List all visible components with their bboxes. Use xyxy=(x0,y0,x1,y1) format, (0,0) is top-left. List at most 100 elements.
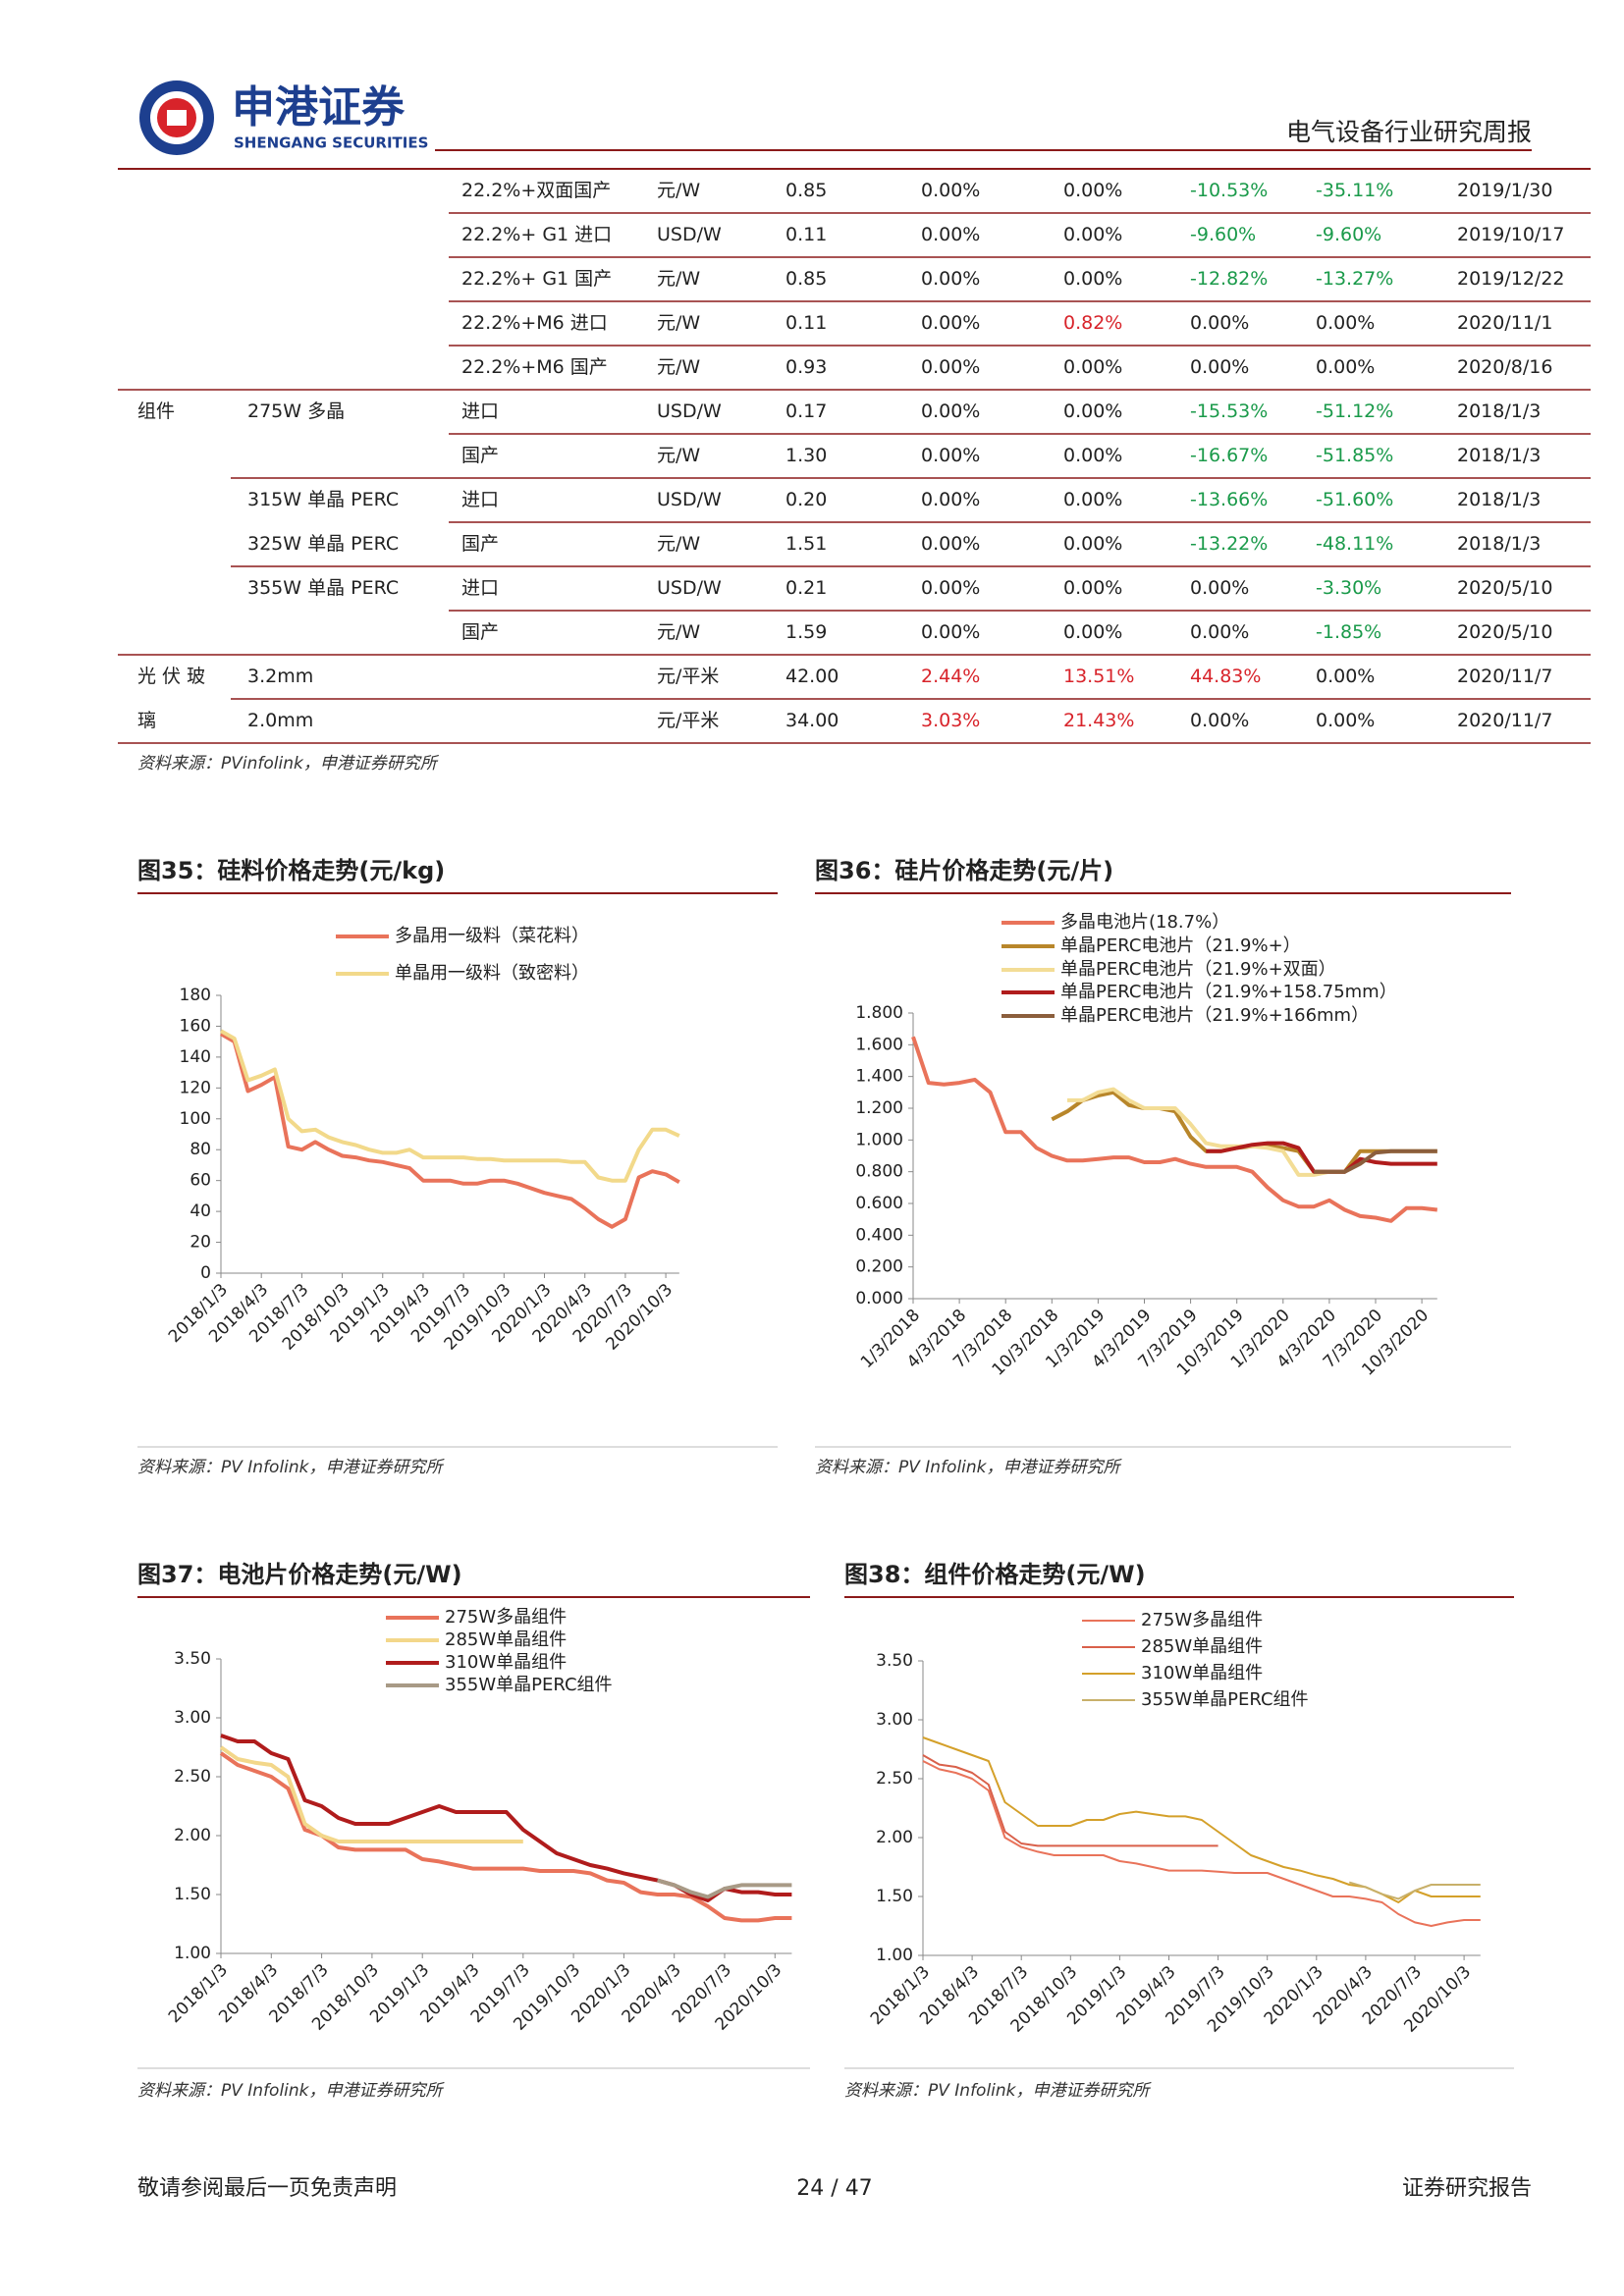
table-cell: 0.00% xyxy=(921,445,980,466)
series-line xyxy=(922,1760,1481,1927)
table-cell: 2.0mm xyxy=(247,710,313,731)
table-cell: 元/W xyxy=(657,445,700,466)
chart-source: 资料来源：PV Infolink，申港证券研究所 xyxy=(844,2081,1153,2101)
legend-label: 355W单晶PERC组件 xyxy=(445,1675,613,1695)
table-cell: 0.00% xyxy=(1316,666,1375,687)
table-cell: 0.00% xyxy=(1190,356,1249,378)
y-tick-label: 0.800 xyxy=(855,1162,903,1182)
chart-title: 图37：电池片价格走势(元/W) xyxy=(137,1561,462,1588)
series-line xyxy=(220,1032,680,1229)
series-line xyxy=(219,1745,523,1843)
y-tick-label: 3.00 xyxy=(876,1710,913,1730)
y-tick-label: 60 xyxy=(189,1171,211,1191)
table-cell: 2020/5/10 xyxy=(1457,621,1552,643)
table-cell: -51.12% xyxy=(1316,400,1393,422)
table-cell: -13.22% xyxy=(1190,533,1268,555)
table-cell: 0.00% xyxy=(1063,268,1122,290)
y-tick-label: 2.50 xyxy=(876,1769,913,1789)
table-cell: 0.00% xyxy=(1063,533,1122,555)
table-cell: 元/平米 xyxy=(657,666,719,687)
table-cell: 0.00% xyxy=(1190,621,1249,643)
table-cell: 进口 xyxy=(461,577,499,599)
legend-label: 310W单晶组件 xyxy=(1141,1663,1263,1683)
legend-label: 285W单晶组件 xyxy=(1141,1636,1263,1657)
table-cell: -13.66% xyxy=(1190,489,1268,510)
series-line xyxy=(657,1878,792,1899)
y-tick-label: 80 xyxy=(189,1140,211,1159)
y-tick-label: 1.50 xyxy=(876,1887,913,1906)
y-tick-label: 40 xyxy=(189,1201,211,1221)
table-source: 资料来源：PVinfolink，申港证券研究所 xyxy=(137,754,440,774)
table-cell: -48.11% xyxy=(1316,533,1393,555)
table-cell: 0.00% xyxy=(1316,312,1375,334)
table-cell: 0.00% xyxy=(921,533,980,555)
table-cell: 0.00% xyxy=(921,356,980,378)
table-cell: 组件 xyxy=(137,400,175,422)
table-cell: 0.00% xyxy=(1316,710,1375,731)
y-tick-label: 1.200 xyxy=(855,1098,903,1118)
table-cell: 2020/8/16 xyxy=(1457,356,1552,378)
table-cell: 0.11 xyxy=(785,224,827,245)
table-cell: 0.00% xyxy=(921,577,980,599)
table-cell: -15.53% xyxy=(1190,400,1268,422)
table-cell: 0.00% xyxy=(1316,356,1375,378)
table-cell: -35.11% xyxy=(1316,180,1393,201)
table-cell: 国产 xyxy=(461,445,499,466)
chart-title: 图36：硅片价格走势(元/片) xyxy=(815,857,1113,884)
table-cell: 0.00% xyxy=(921,180,980,201)
legend-label: 355W单晶PERC组件 xyxy=(1141,1689,1309,1710)
table-cell: 0.00% xyxy=(921,268,980,290)
legend-label: 单晶PERC电池片（21.9%+双面） xyxy=(1060,959,1336,980)
table-cell: -51.60% xyxy=(1316,489,1393,510)
table-cell: 0.00% xyxy=(1063,224,1122,245)
table-cell: 2.44% xyxy=(921,666,980,687)
table-cell: 0.00% xyxy=(1063,621,1122,643)
table-cell: 22.2%+M6 进口 xyxy=(461,312,608,334)
chart-source: 资料来源：PV Infolink，申港证券研究所 xyxy=(137,2081,446,2101)
y-tick-label: 1.000 xyxy=(855,1130,903,1149)
table-cell: 21.43% xyxy=(1063,710,1134,731)
y-tick-label: 2.00 xyxy=(174,1826,211,1845)
footer-disclaimer: 敬请参阅最后一页免责声明 xyxy=(137,2176,397,2201)
table-cell: 元/W xyxy=(657,180,700,201)
table-cell: 22.2%+M6 国产 xyxy=(461,356,608,378)
table-cell: 44.83% xyxy=(1190,666,1261,687)
table-cell: -13.27% xyxy=(1316,268,1393,290)
table-cell: 0.93 xyxy=(785,356,827,378)
company-name: 申港证券 xyxy=(232,82,406,133)
y-tick-label: 0 xyxy=(200,1263,211,1283)
table-cell: 22.2%+ G1 国产 xyxy=(461,268,612,290)
table-cell: 2020/11/7 xyxy=(1457,666,1552,687)
legend-label: 单晶用一级料（致密料） xyxy=(395,963,589,984)
table-cell: 0.00% xyxy=(1063,489,1122,510)
chart-source: 资料来源：PV Infolink，申港证券研究所 xyxy=(137,1458,446,1477)
table-cell: USD/W xyxy=(657,224,722,245)
table-cell: -9.60% xyxy=(1190,224,1256,245)
table-cell: 0.17 xyxy=(785,400,827,422)
y-tick-label: 180 xyxy=(180,986,211,1005)
table-cell: 3.03% xyxy=(921,710,980,731)
table-cell: 0.00% xyxy=(1190,577,1249,599)
table-cell: 325W 单晶 PERC xyxy=(247,533,399,555)
legend-label: 单晶PERC电池片（21.9%+） xyxy=(1060,935,1301,956)
table-cell: USD/W xyxy=(657,400,722,422)
table-cell: 0.85 xyxy=(785,180,827,201)
table-cell: 2019/12/22 xyxy=(1457,268,1565,290)
table-cell: 0.82% xyxy=(1063,312,1122,334)
legend-label: 275W多晶组件 xyxy=(445,1607,567,1628)
chart-title: 图38：组件价格走势(元/W) xyxy=(844,1561,1146,1588)
table-cell: 0.00% xyxy=(1063,400,1122,422)
table-cell: 0.00% xyxy=(921,312,980,334)
table-cell: 0.00% xyxy=(1190,312,1249,334)
y-tick-label: 1.00 xyxy=(876,1946,913,1965)
legend-label: 310W单晶组件 xyxy=(445,1652,567,1673)
y-tick-label: 3.50 xyxy=(876,1651,913,1671)
legend-label: 单晶PERC电池片（21.9%+166mm） xyxy=(1060,1005,1369,1026)
table-cell: 34.00 xyxy=(785,710,839,731)
y-tick-label: 0.200 xyxy=(855,1257,903,1277)
table-cell: 0.00% xyxy=(1063,445,1122,466)
table-cell: 355W 单晶 PERC xyxy=(247,577,399,599)
y-tick-label: 3.00 xyxy=(174,1708,211,1728)
y-tick-label: 1.600 xyxy=(855,1035,903,1054)
